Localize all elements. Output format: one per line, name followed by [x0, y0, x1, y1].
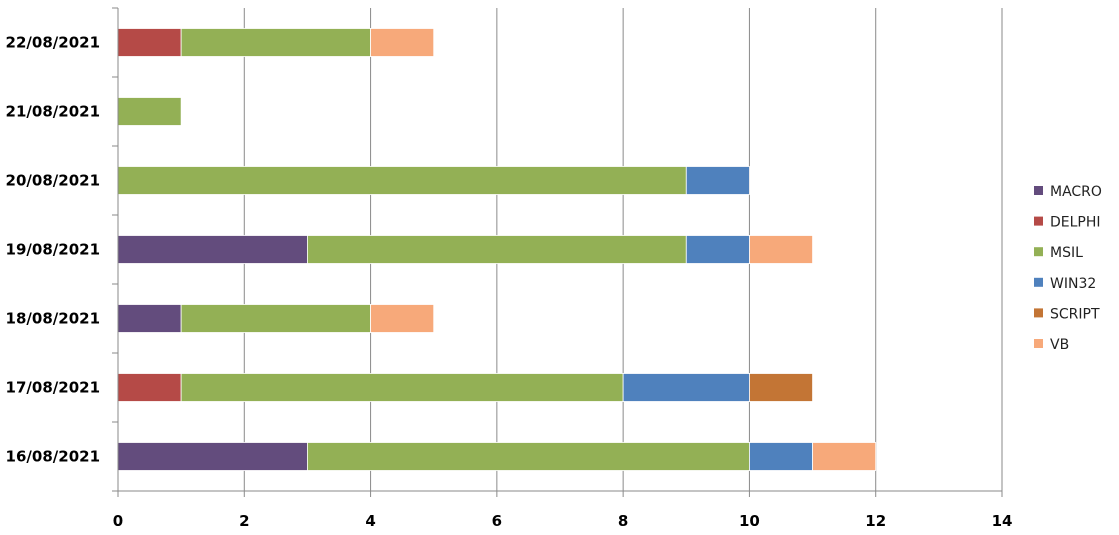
x-tick-label: 2	[239, 512, 249, 530]
legend-swatch-macro	[1034, 186, 1043, 195]
legend-label-msil: MSIL	[1050, 245, 1083, 261]
bar-delphi-6	[117, 28, 182, 57]
legend-swatch-delphi	[1034, 216, 1043, 226]
x-tick-label: 12	[865, 512, 886, 530]
legend-label-macro: MACRO	[1050, 184, 1102, 200]
bar-macro-0	[117, 442, 308, 471]
bar-macro-2	[117, 304, 182, 333]
bars	[117, 28, 877, 471]
x-tick-label: 4	[365, 512, 375, 530]
legend-label-script: SCRIPT	[1050, 306, 1100, 322]
bar-msil-2	[180, 304, 371, 333]
bar-msil-5	[117, 97, 182, 126]
bar-msil-6	[180, 28, 371, 57]
bar-win32-4	[685, 166, 750, 195]
legend-swatch-msil	[1034, 247, 1043, 257]
bar-msil-1	[180, 373, 624, 402]
bar-delphi-1	[117, 373, 182, 402]
bar-macro-3	[117, 235, 308, 264]
bar-msil-0	[307, 442, 750, 471]
x-tick-label: 0	[113, 512, 123, 530]
y-tick-label: 18/08/2021	[6, 310, 100, 328]
legend-label-win32: WIN32	[1050, 276, 1096, 292]
bar-win32-0	[749, 442, 813, 471]
bar-vb-3	[749, 235, 813, 264]
bar-vb-6	[370, 28, 435, 57]
legend-swatch-win32	[1034, 277, 1043, 287]
axes	[112, 7, 1003, 497]
x-tick-label: 8	[618, 512, 628, 530]
y-tick-label: 17/08/2021	[6, 379, 100, 397]
bar-script-1	[749, 373, 813, 402]
x-tick-label: 10	[739, 512, 760, 530]
legend-swatch-vb	[1034, 339, 1043, 348]
y-tick-label: 22/08/2021	[6, 34, 100, 52]
legend: MACRO DELPHI MSIL WIN32 SCRIPT VB	[1034, 184, 1102, 353]
x-tick-label: 14	[992, 512, 1013, 530]
y-tick-label: 16/08/2021	[6, 448, 100, 466]
x-tick-label: 6	[492, 512, 502, 530]
y-tick-label: 21/08/2021	[6, 103, 100, 121]
legend-label-vb: VB	[1050, 337, 1069, 353]
bar-win32-3	[685, 235, 750, 264]
legend-label-delphi: DELPHI	[1050, 215, 1101, 231]
y-tick-label: 20/08/2021	[6, 172, 100, 190]
y-tick-label: 19/08/2021	[6, 241, 100, 259]
bar-win32-1	[622, 373, 750, 402]
bar-vb-2	[370, 304, 435, 333]
bar-vb-0	[812, 442, 877, 471]
bar-msil-3	[307, 235, 687, 264]
bar-msil-4	[117, 166, 687, 195]
legend-swatch-script	[1034, 308, 1043, 318]
tick-labels: 16/08/2021 17/08/2021 18/08/2021 19/08/2021…	[6, 34, 1013, 531]
